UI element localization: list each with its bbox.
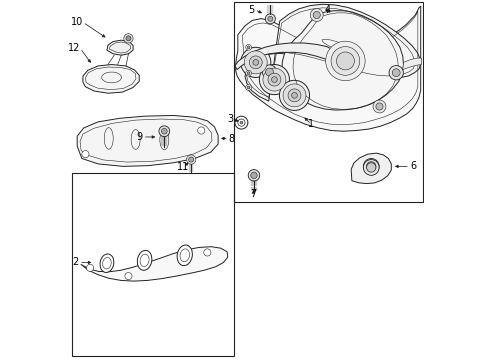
Polygon shape xyxy=(107,40,133,55)
Circle shape xyxy=(313,12,320,19)
Circle shape xyxy=(367,162,376,171)
Circle shape xyxy=(126,36,131,41)
Ellipse shape xyxy=(177,245,193,266)
Circle shape xyxy=(241,47,271,77)
Polygon shape xyxy=(351,153,392,184)
Circle shape xyxy=(235,116,248,129)
Text: 2: 2 xyxy=(73,257,79,267)
Circle shape xyxy=(268,16,273,21)
Polygon shape xyxy=(282,11,403,110)
Circle shape xyxy=(326,41,365,81)
Circle shape xyxy=(392,69,400,77)
Circle shape xyxy=(197,127,205,134)
Circle shape xyxy=(265,14,275,24)
Circle shape xyxy=(292,93,297,98)
Circle shape xyxy=(337,52,354,70)
Circle shape xyxy=(204,249,211,256)
Circle shape xyxy=(279,80,310,111)
Circle shape xyxy=(189,157,194,162)
Text: 10: 10 xyxy=(71,17,83,27)
Polygon shape xyxy=(235,43,338,69)
Circle shape xyxy=(159,126,170,136)
Polygon shape xyxy=(245,4,421,101)
Bar xyxy=(234,3,422,202)
Text: 1: 1 xyxy=(308,120,315,129)
Circle shape xyxy=(251,172,257,179)
Circle shape xyxy=(364,158,379,174)
Circle shape xyxy=(245,51,267,74)
Text: 9: 9 xyxy=(137,132,143,142)
Circle shape xyxy=(376,103,383,110)
Ellipse shape xyxy=(103,257,111,269)
Circle shape xyxy=(82,150,89,158)
Ellipse shape xyxy=(137,250,152,270)
Circle shape xyxy=(124,34,133,43)
Circle shape xyxy=(259,64,290,95)
Ellipse shape xyxy=(140,254,149,266)
Text: 6: 6 xyxy=(410,161,416,171)
Circle shape xyxy=(262,65,277,79)
Polygon shape xyxy=(77,116,218,166)
Circle shape xyxy=(268,73,281,86)
Text: 4: 4 xyxy=(324,5,331,15)
Bar xyxy=(72,173,234,356)
Text: 8: 8 xyxy=(229,134,235,144)
Circle shape xyxy=(247,72,250,75)
Circle shape xyxy=(283,84,306,107)
Circle shape xyxy=(331,46,360,75)
Circle shape xyxy=(389,66,403,80)
Circle shape xyxy=(364,159,379,175)
Circle shape xyxy=(125,273,132,280)
Ellipse shape xyxy=(180,249,190,262)
Circle shape xyxy=(247,46,250,49)
Text: 12: 12 xyxy=(68,43,80,53)
Text: 3: 3 xyxy=(227,114,233,124)
Circle shape xyxy=(266,68,273,76)
Circle shape xyxy=(263,68,286,91)
Circle shape xyxy=(367,163,376,172)
Circle shape xyxy=(271,77,277,82)
Circle shape xyxy=(253,59,259,65)
Text: 7: 7 xyxy=(250,189,256,199)
Polygon shape xyxy=(403,58,421,69)
Circle shape xyxy=(248,170,260,181)
Circle shape xyxy=(247,86,250,89)
Circle shape xyxy=(245,70,251,76)
Circle shape xyxy=(249,56,262,69)
Circle shape xyxy=(310,9,323,22)
Polygon shape xyxy=(81,247,228,281)
Text: 5: 5 xyxy=(248,5,255,15)
Circle shape xyxy=(187,155,196,164)
Text: 11: 11 xyxy=(177,162,190,172)
Circle shape xyxy=(288,89,301,102)
Polygon shape xyxy=(236,6,421,131)
Circle shape xyxy=(161,129,167,134)
Ellipse shape xyxy=(100,254,114,273)
Circle shape xyxy=(373,100,386,113)
Circle shape xyxy=(245,85,251,90)
Circle shape xyxy=(245,44,251,50)
Polygon shape xyxy=(83,64,139,93)
Circle shape xyxy=(87,264,94,271)
Circle shape xyxy=(238,119,245,126)
Circle shape xyxy=(240,121,243,124)
